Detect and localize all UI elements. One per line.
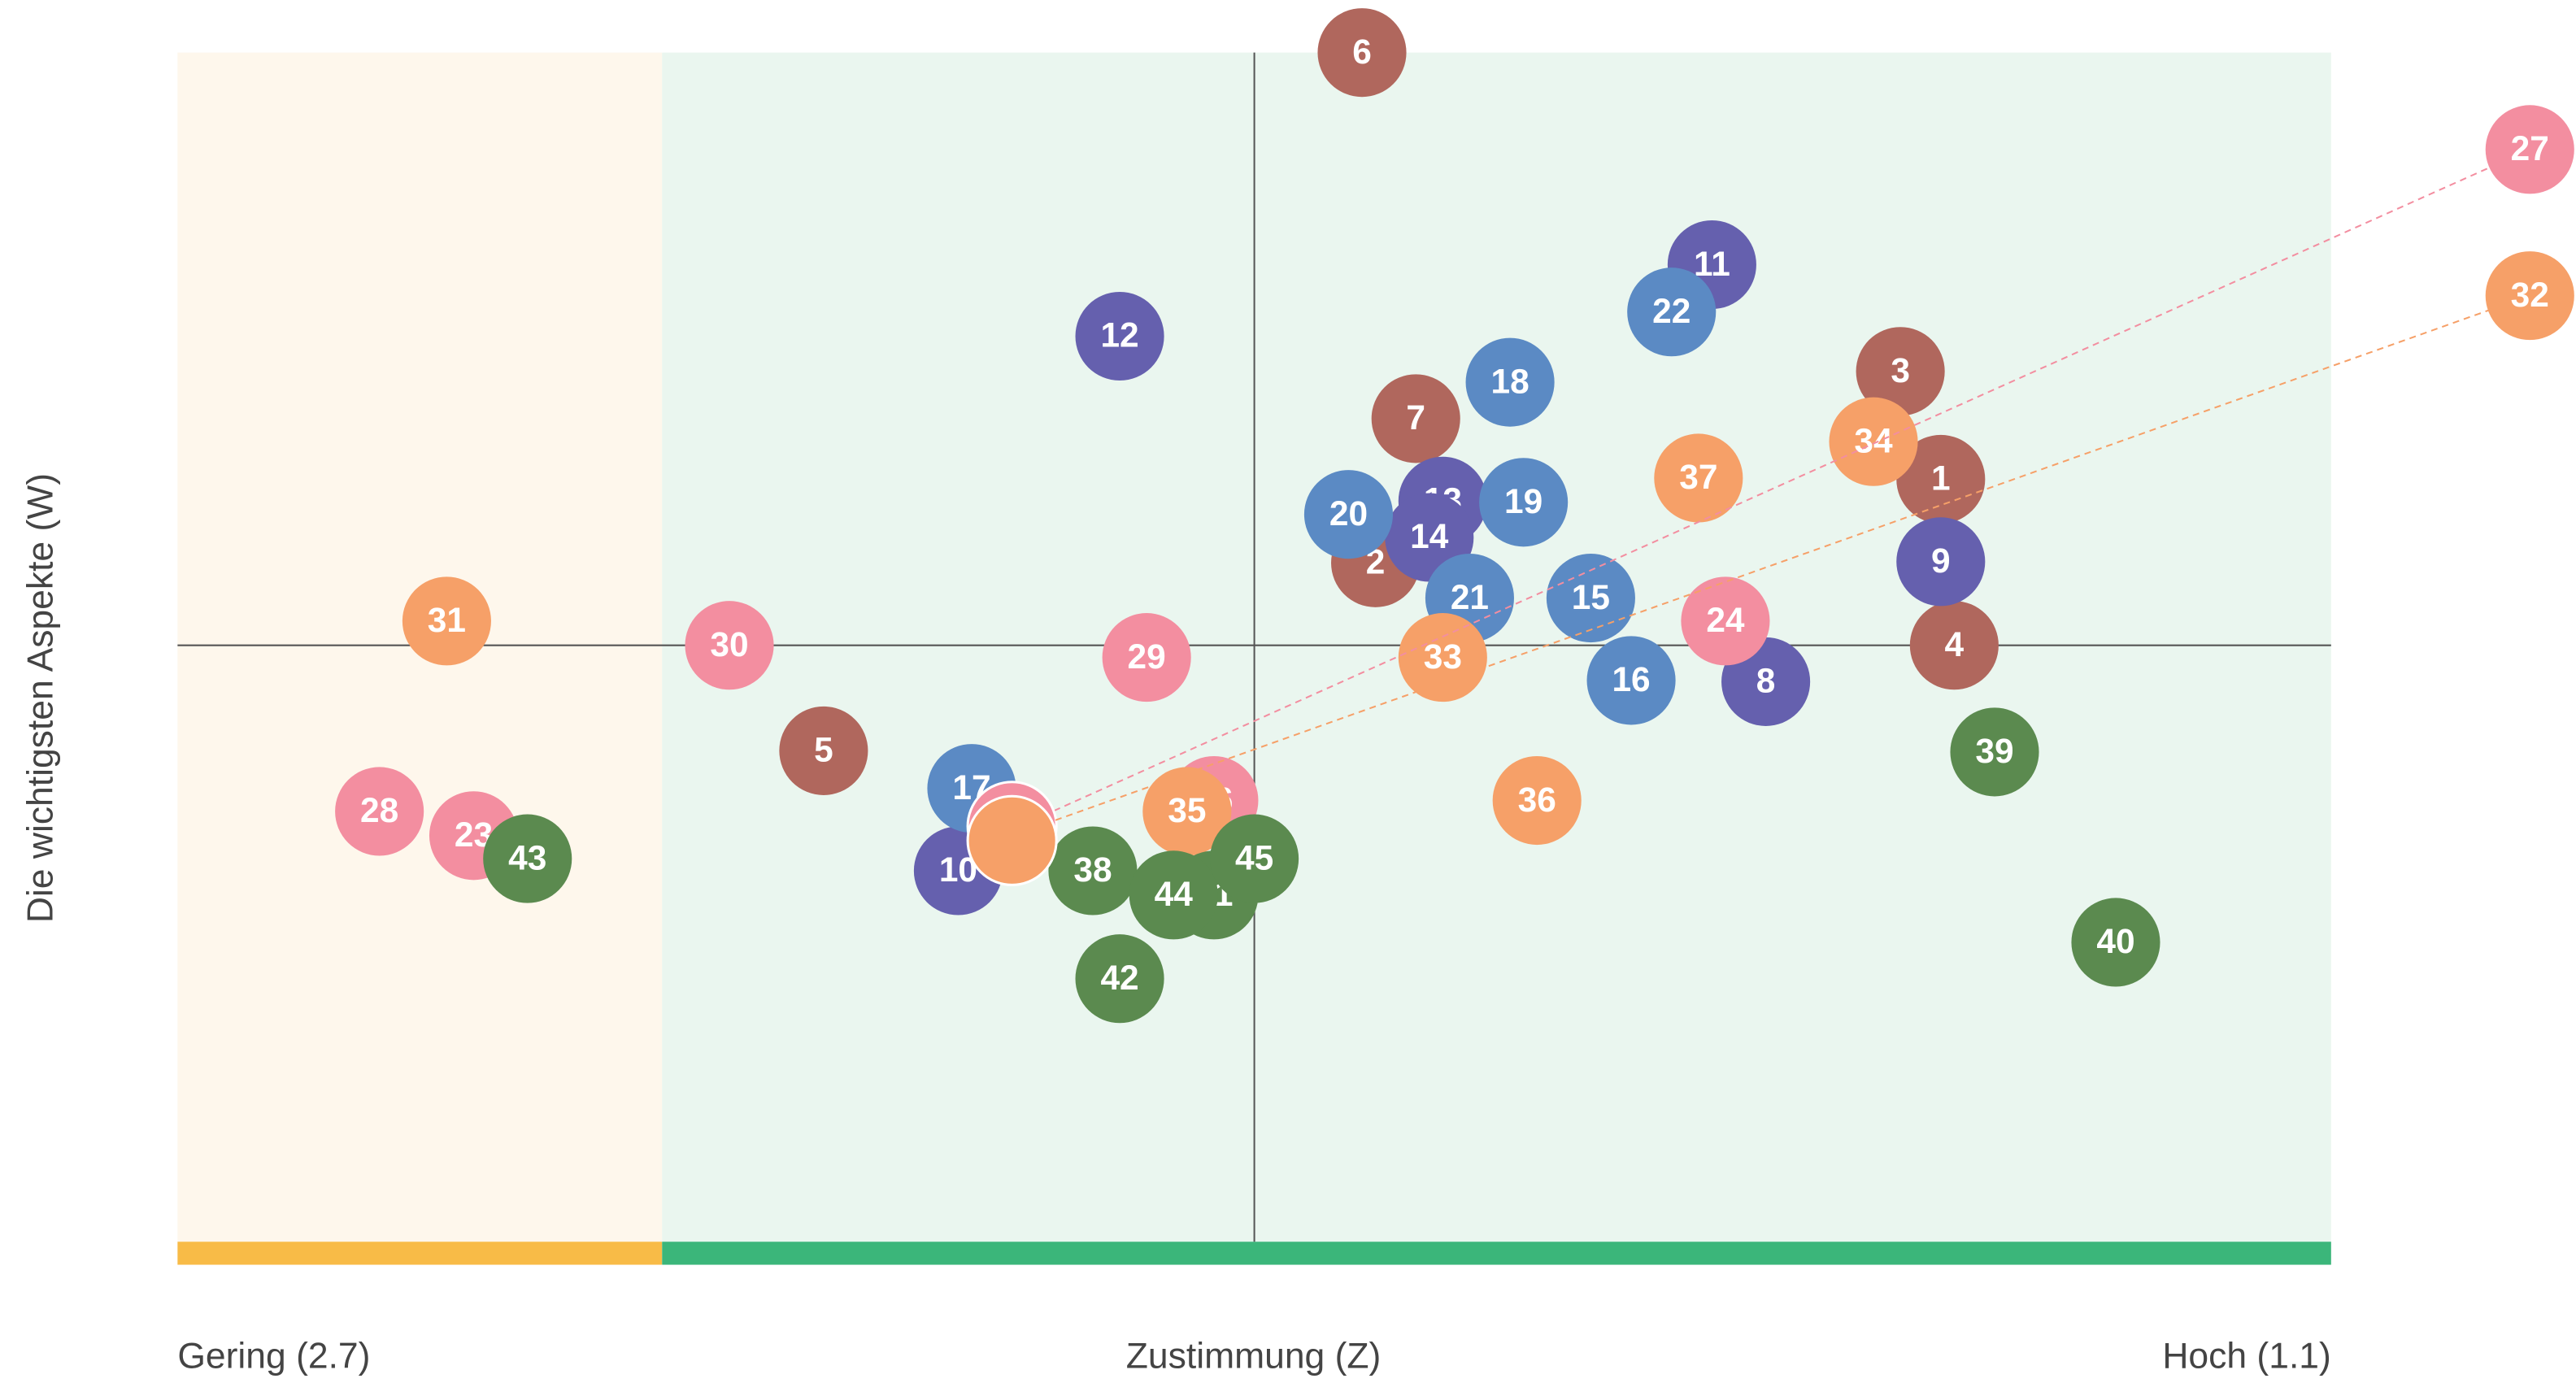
- zone: [662, 52, 2331, 1265]
- x-label-left: Gering (2.7): [177, 1336, 370, 1376]
- point-label: 38: [1073, 850, 1112, 889]
- point-marker: [1465, 337, 1555, 427]
- point-label: 21: [1451, 578, 1489, 616]
- point-marker: [1398, 613, 1487, 702]
- point-label: 15: [1572, 578, 1610, 616]
- point-marker: [1654, 433, 1743, 523]
- callout-marker: [2485, 105, 2574, 194]
- points: 1234567891011121314151617181920212223242…: [335, 8, 2574, 1024]
- x-label-right: Hoch (1.1): [2162, 1336, 2330, 1376]
- point-label: 34: [1854, 421, 1893, 459]
- point-label: 8: [1756, 662, 1776, 700]
- point-label: 9: [1931, 541, 1951, 580]
- point-marker: [1479, 458, 1569, 547]
- point-label: 14: [1410, 517, 1449, 555]
- zone-bar: [662, 1242, 2331, 1265]
- callout-line: [1012, 294, 2530, 837]
- point-label: 18: [1491, 362, 1530, 400]
- point-marker: [1896, 434, 1986, 524]
- point-marker: [1546, 554, 1635, 643]
- point-marker: [1492, 755, 1582, 846]
- point-label: 35: [1168, 791, 1206, 829]
- point-label: 27: [2511, 129, 2549, 167]
- point-label: 24: [1706, 601, 1745, 639]
- point-label: 4: [1945, 625, 1965, 663]
- point-marker: [1909, 601, 1999, 690]
- point-marker: [1303, 470, 1394, 559]
- point-label: 22: [1652, 292, 1690, 330]
- point-marker: [1829, 397, 1918, 486]
- point-marker: [1129, 850, 1218, 940]
- point-label: 12: [1100, 316, 1138, 354]
- zone: [177, 52, 663, 1265]
- point-marker: [1586, 636, 1676, 725]
- point-label: 11: [1694, 245, 1730, 283]
- point-label: 6: [1352, 33, 1372, 71]
- x-label: Zustimmung (Z): [1126, 1336, 1382, 1376]
- point-label: 32: [2511, 276, 2549, 314]
- point-marker: [966, 794, 1058, 886]
- point-marker: [1896, 517, 1986, 607]
- point-label: 20: [1329, 494, 1368, 533]
- point-label: 45: [1235, 838, 1273, 876]
- point-marker: [1950, 707, 2039, 797]
- point-label: 19: [1504, 482, 1543, 520]
- point-marker: [483, 814, 572, 903]
- point-marker: [1048, 826, 1138, 915]
- point-marker: [1681, 576, 1770, 666]
- point-marker: [1210, 814, 1299, 903]
- callout-marker: [2485, 251, 2574, 341]
- point-label: 43: [508, 838, 546, 876]
- point-label: 40: [2096, 922, 2134, 960]
- point-marker: [1856, 327, 1945, 416]
- point-label: 28: [360, 791, 398, 829]
- point-marker: [1317, 8, 1407, 98]
- point-label: 1: [1931, 459, 1951, 498]
- point-marker: [1142, 767, 1232, 856]
- point-marker: [1627, 267, 1717, 357]
- point-marker: [335, 767, 424, 856]
- point-marker: [1102, 613, 1191, 702]
- point-marker: [1371, 374, 1460, 463]
- point-label: 36: [1518, 781, 1556, 819]
- point-label: 33: [1424, 637, 1462, 676]
- zones: [177, 52, 2331, 1265]
- zone-bar: [177, 1242, 663, 1265]
- point-label: 16: [1612, 660, 1650, 698]
- point-label: 37: [1679, 458, 1717, 496]
- point-label: 7: [1406, 398, 1425, 437]
- point-marker: [1075, 934, 1164, 1024]
- point-label: 44: [1155, 875, 1194, 913]
- point-marker: [779, 706, 868, 795]
- point-label: 42: [1100, 959, 1138, 997]
- point-label: 31: [428, 601, 466, 639]
- point-marker: [2071, 898, 2160, 987]
- point-label: 3: [1891, 351, 1910, 389]
- point-label: 39: [1975, 732, 2013, 770]
- point-label: 30: [710, 625, 748, 663]
- point-label: 5: [814, 731, 833, 769]
- point-marker: [402, 576, 491, 666]
- callout-line: [1012, 148, 2530, 831]
- point-marker: [1075, 291, 1164, 381]
- y-label: Die wichtigsten Aspekte (W): [20, 473, 60, 923]
- point-label: 29: [1128, 637, 1166, 676]
- point-marker: [685, 601, 774, 690]
